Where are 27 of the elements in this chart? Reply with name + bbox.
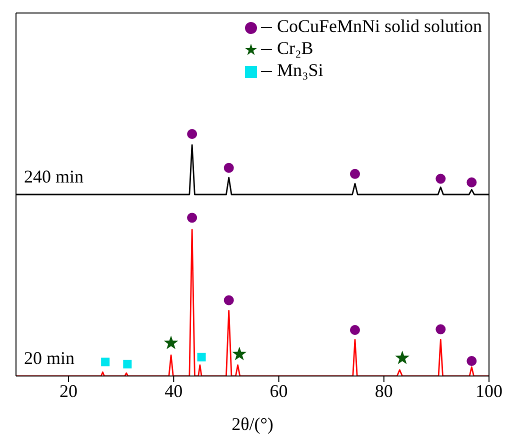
x-tick-label: 20	[60, 380, 78, 401]
x-tick-label: 60	[270, 380, 288, 401]
point	[164, 336, 178, 350]
x-tick-label: 100	[476, 380, 502, 401]
point	[350, 325, 360, 336]
point	[123, 360, 132, 368]
series-label: 20 min	[24, 348, 75, 368]
point	[436, 174, 446, 184]
legend-label: Mn₃Si	[260, 60, 324, 80]
x-axis-title: 2θ/(°)	[232, 414, 274, 434]
point	[224, 162, 234, 173]
point	[187, 212, 198, 223]
point	[466, 177, 477, 188]
series-label: 240 min	[24, 166, 84, 186]
point	[187, 129, 198, 139]
point	[436, 324, 446, 334]
legend-label: Cr₂B	[260, 38, 314, 58]
legend-label: CoCuFeMnNi solid solution	[260, 16, 482, 36]
x-tick-label: 40	[164, 380, 183, 401]
point	[224, 295, 234, 306]
x-tick-label: 80	[374, 380, 393, 401]
point	[197, 352, 206, 362]
point	[232, 346, 246, 360]
point	[466, 356, 477, 366]
point	[395, 350, 410, 364]
point	[350, 168, 360, 179]
point	[101, 358, 110, 366]
